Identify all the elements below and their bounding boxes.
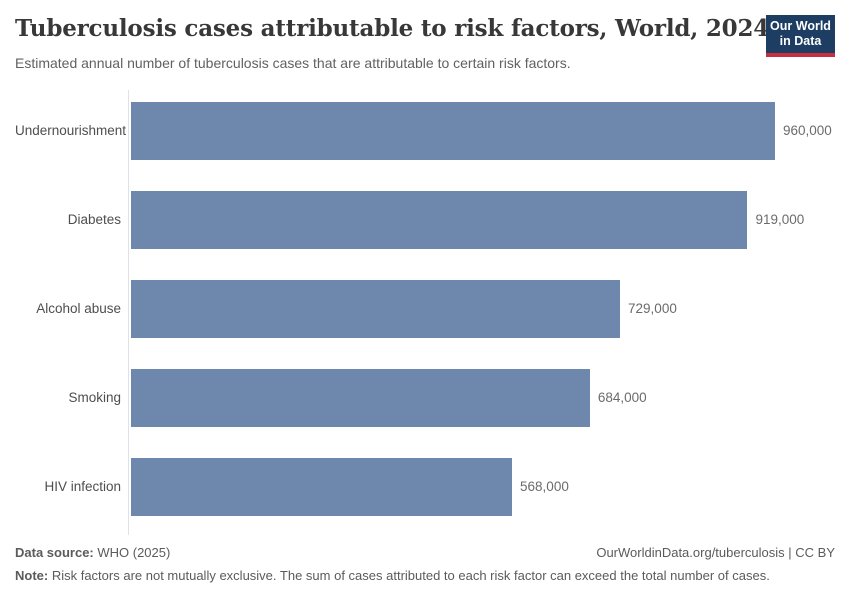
data-source-label: Data source: — [15, 545, 94, 560]
value-label: 684,000 — [597, 390, 647, 405]
bar[interactable] — [131, 368, 590, 427]
bar[interactable] — [131, 190, 748, 249]
bar-chart: Undernourishment 960,000 Diabetes 919,000 Al… — [15, 86, 835, 535]
chart-note: Note: Risk factors are not mutually excl… — [15, 567, 835, 585]
data-source-value: WHO (2025) — [93, 545, 171, 560]
owid-logo-line1: Our World — [770, 19, 831, 33]
chart-subtitle: Estimated annual number of tuberculosis … — [15, 55, 571, 71]
bar-area: 684,000 — [121, 368, 835, 427]
bar-row: Diabetes 919,000 — [15, 175, 835, 264]
value-label: 919,000 — [755, 212, 805, 227]
chart-header: Tuberculosis cases attributable to risk … — [15, 14, 835, 72]
category-label: Alcohol abuse — [36, 301, 121, 316]
category-label: Diabetes — [67, 212, 121, 227]
value-label: 960,000 — [783, 123, 832, 138]
category-label: HIV infection — [44, 479, 121, 494]
bar-area: 960,000 — [121, 101, 835, 160]
value-label: 568,000 — [520, 479, 569, 494]
bar-rows: Undernourishment 960,000 Diabetes 919,000 Al… — [15, 86, 835, 531]
category-label: Undernourishment — [15, 123, 127, 138]
owid-logo-line2: in Data — [779, 34, 822, 48]
bar[interactable] — [131, 101, 775, 160]
owid-logo[interactable]: Our World in Data — [766, 15, 835, 57]
bar-area: 568,000 — [121, 457, 835, 516]
data-source: Data source: WHO (2025) — [15, 544, 170, 562]
bar-area: 729,000 — [121, 279, 835, 338]
chart-title: Tuberculosis cases attributable to risk … — [15, 15, 770, 42]
category-label: Smoking — [68, 390, 121, 405]
value-label: 729,000 — [628, 301, 677, 316]
bar-row: Undernourishment 960,000 — [15, 86, 835, 175]
chart-footer: Data source: WHO (2025) OurWorldinData.o… — [15, 544, 835, 585]
bar-area: 919,000 — [121, 190, 835, 249]
bar-row: Alcohol abuse 729,000 — [15, 264, 835, 353]
note-label: Note: — [15, 568, 49, 583]
attribution-link[interactable]: OurWorldinData.org/tuberculosis | CC BY — [596, 545, 835, 560]
bar-row: HIV infection 568,000 — [15, 442, 835, 531]
bar-row: Smoking 684,000 — [15, 353, 835, 442]
bar[interactable] — [131, 457, 513, 516]
note-text: Risk factors are not mutually exclusive.… — [48, 568, 770, 583]
bar[interactable] — [131, 279, 621, 338]
y-axis-line — [128, 90, 129, 535]
